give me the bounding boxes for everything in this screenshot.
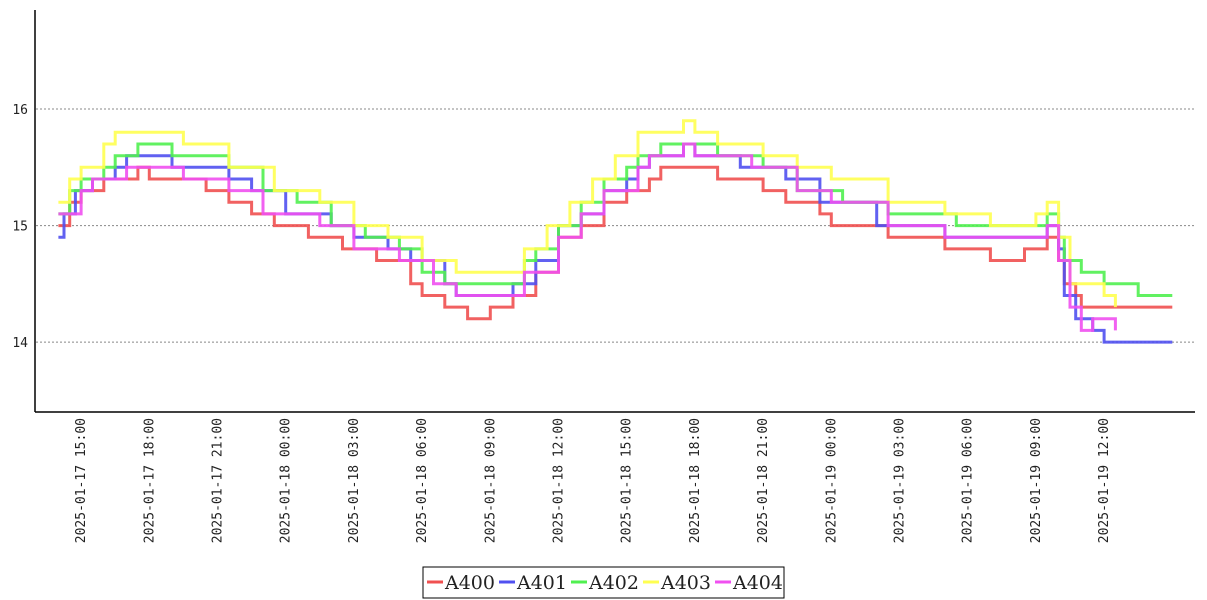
y-tick-label: 16 <box>12 103 28 118</box>
y-tick-label: 15 <box>12 220 28 235</box>
x-tick-label: 2025-01-19 00:00 <box>824 418 839 543</box>
series-lines <box>58 119 1173 344</box>
y-tick-label: 14 <box>12 336 28 351</box>
legend-label: A404 <box>732 572 783 594</box>
x-tick-label: 2025-01-18 00:00 <box>279 418 294 543</box>
legend-label: A402 <box>588 572 639 594</box>
x-tick-labels: 2025-01-17 15:00 2025-01-17 18:00 2025-01-… <box>74 418 1112 543</box>
x-tick-label: 2025-01-18 21:00 <box>756 418 771 543</box>
y-tick-labels: 14 15 16 <box>12 103 28 351</box>
x-tick-label: 2025-01-18 15:00 <box>620 418 635 543</box>
x-tick-label: 2025-01-18 12:00 <box>551 418 566 543</box>
series-line-a403 <box>58 119 1117 308</box>
x-tick-label: 2025-01-18 09:00 <box>483 418 498 543</box>
legend-label: A400 <box>444 572 495 594</box>
x-tick-label: 2025-01-17 18:00 <box>142 418 157 543</box>
axes <box>34 10 1195 413</box>
legend: A400 A401 A402 A403 A404 <box>422 566 785 599</box>
x-tick-label: 2025-01-18 03:00 <box>347 418 362 543</box>
legend-label: A403 <box>660 572 711 594</box>
x-tick-label: 2025-01-19 12:00 <box>1097 418 1112 543</box>
x-tick-label: 2025-01-17 21:00 <box>210 418 225 543</box>
series-line-a404 <box>58 142 1117 332</box>
x-tick-label: 2025-01-17 15:00 <box>74 418 89 543</box>
x-tick-label: 2025-01-19 03:00 <box>892 418 907 543</box>
x-tick-label: 2025-01-19 06:00 <box>961 418 976 543</box>
x-tick-label: 2025-01-18 06:00 <box>415 418 430 543</box>
x-tick-label: 2025-01-18 18:00 <box>688 418 703 543</box>
x-tick-label: 2025-01-19 09:00 <box>1029 418 1044 543</box>
legend-label: A401 <box>516 572 567 594</box>
